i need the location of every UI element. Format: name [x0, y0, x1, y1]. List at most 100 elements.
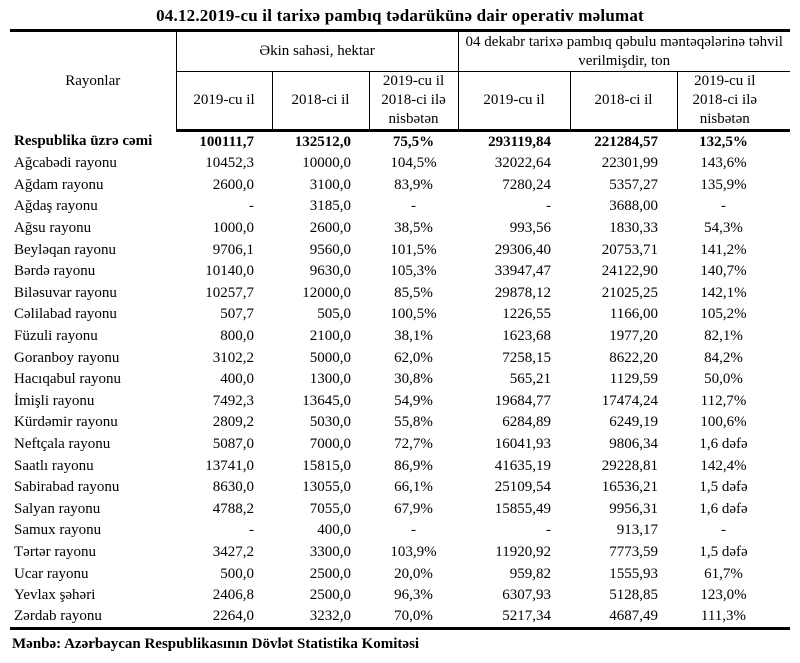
region-area-2019: 10140,0: [205, 263, 254, 280]
region-deliv-2018: 24122,90: [601, 263, 658, 280]
region-area-2019: 10257,7: [205, 284, 254, 301]
region-area-2019: 507,7: [220, 306, 254, 323]
region-row: Cəlilabad rayonu 507,7 505,0 100,5% 1226…: [10, 304, 790, 326]
region-area-ratio: 67,9%: [394, 500, 433, 517]
region-name: Saatlı rayonu: [14, 457, 94, 474]
region-area-2019: -: [249, 198, 254, 215]
region-deliv-2019: 7280,24: [502, 176, 551, 193]
region-deliv-2018: 9956,31: [609, 500, 658, 517]
total-area-2018: 132512,0: [294, 134, 351, 150]
region-area-ratio: 70,0%: [394, 608, 433, 625]
region-deliv-2018: 22301,99: [601, 155, 658, 172]
region-area-2018: 10000,0: [302, 155, 351, 172]
region-deliv-2018: 1555,93: [609, 565, 658, 582]
region-area-ratio: -: [411, 198, 416, 215]
region-deliv-ratio: 140,7%: [700, 263, 747, 280]
region-row: Beyləqan rayonu 9706,1 9560,0 101,5% 293…: [10, 239, 790, 261]
report-title: 04.12.2019-cu il tarixə pambıq tədarükün…: [156, 6, 644, 25]
region-deliv-ratio: 54,3%: [704, 220, 743, 237]
region-area-ratio: 54,9%: [394, 392, 433, 409]
region-deliv-2018: 3688,00: [609, 198, 658, 215]
region-area-2019: 10452,3: [205, 155, 254, 172]
region-deliv-2019: 11920,92: [495, 543, 551, 560]
region-row: Samux rayonu - 400,0 - - 913,17 -: [10, 520, 790, 542]
region-deliv-ratio: 143,6%: [700, 155, 747, 172]
region-area-ratio: 96,3%: [394, 587, 433, 604]
region-area-2018: 2100,0: [309, 328, 351, 345]
region-row: Salyan rayonu 4788,2 7055,0 67,9% 15855,…: [10, 499, 790, 521]
table-header: Rayonlar Əkin sahəsi, hektar 04 dekabr t…: [10, 30, 790, 132]
region-area-2018: 3100,0: [309, 176, 351, 193]
region-area-2018: 9630,0: [309, 263, 351, 280]
region-deliv-2018: 913,17: [616, 522, 658, 539]
region-area-2018: 3185,0: [309, 198, 351, 215]
cotton-procurement-table: Rayonlar Əkin sahəsi, hektar 04 dekabr t…: [10, 29, 790, 631]
region-name: Ağdam rayonu: [14, 176, 104, 193]
column-header-area-2019: 2019-cu il: [176, 71, 273, 132]
region-row: İmişli rayonu 7492,3 13645,0 54,9% 19684…: [10, 391, 790, 413]
region-name: Tərtər rayonu: [14, 543, 97, 560]
region-area-2018: 2600,0: [309, 220, 351, 237]
region-deliv-ratio: 123,0%: [700, 587, 747, 604]
region-deliv-2018: 8622,20: [609, 349, 658, 366]
region-area-2019: 2600,0: [212, 176, 254, 193]
region-deliv-ratio: 1,6 dəfə: [699, 500, 748, 517]
column-header-area-2018: 2018-ci il: [272, 71, 370, 132]
region-row: Bərdə rayonu 10140,0 9630,0 105,3% 33947…: [10, 261, 790, 283]
region-deliv-2019: 41635,19: [494, 457, 551, 474]
region-area-2019: 5087,0: [212, 436, 254, 453]
region-row: Ağdaş rayonu - 3185,0 - - 3688,00 -: [10, 196, 790, 218]
region-name: Kürdəmir rayonu: [14, 414, 118, 431]
region-area-2018: 2500,0: [309, 587, 351, 604]
region-deliv-2019: 7258,15: [502, 349, 551, 366]
region-area-2018: 15815,0: [302, 457, 351, 474]
total-area-ratio: 75,5%: [392, 134, 435, 150]
region-deliv-2018: 1129,59: [609, 371, 658, 388]
region-deliv-2019: 19684,77: [494, 392, 551, 409]
total-deliv-ratio: 132,5%: [699, 134, 748, 150]
region-deliv-ratio: 1,6 dəfə: [699, 436, 748, 453]
region-area-2019: 2264,0: [212, 608, 254, 625]
region-deliv-2019: 33947,47: [494, 263, 551, 280]
region-area-ratio: 55,8%: [394, 414, 433, 431]
region-area-ratio: 38,1%: [394, 328, 433, 345]
region-deliv-ratio: 142,1%: [700, 284, 747, 301]
region-row: Sabirabad rayonu 8630,0 13055,0 66,1% 25…: [10, 477, 790, 499]
region-area-ratio: 30,8%: [394, 371, 433, 388]
region-deliv-ratio: 141,2%: [700, 241, 747, 258]
region-deliv-ratio: -: [721, 522, 726, 539]
region-area-ratio: 103,9%: [390, 543, 437, 560]
region-deliv-2018: 5128,85: [609, 587, 658, 604]
total-deliv-2018: 221284,57: [594, 134, 658, 150]
region-deliv-2019: 29306,40: [494, 241, 551, 258]
region-deliv-2019: 15855,49: [494, 500, 551, 517]
region-row: Ağsu rayonu 1000,0 2600,0 38,5% 993,56 1…: [10, 218, 790, 240]
region-area-ratio: 104,5%: [390, 155, 437, 172]
region-deliv-2019: 16041,93: [494, 436, 551, 453]
region-area-2018: 400,0: [317, 522, 351, 539]
region-name: Cəlilabad rayonu: [14, 306, 117, 323]
region-area-2019: 1000,0: [212, 220, 254, 237]
region-deliv-2018: 21025,25: [601, 284, 658, 301]
region-deliv-ratio: 1,5 dəfə: [699, 543, 748, 560]
region-area-2018: 505,0: [317, 306, 351, 323]
column-group-sown-area: Əkin sahəsi, hektar: [176, 30, 459, 72]
region-area-2018: 5030,0: [309, 414, 351, 431]
region-area-ratio: 66,1%: [394, 479, 433, 496]
region-deliv-ratio: 100,6%: [700, 414, 747, 431]
region-deliv-2019: -: [546, 522, 551, 539]
region-area-2018: 13645,0: [302, 392, 351, 409]
region-name: Ağcabədi rayonu: [14, 155, 117, 172]
region-area-ratio: 83,9%: [394, 176, 433, 193]
region-deliv-ratio: 82,1%: [704, 328, 743, 345]
region-deliv-ratio: 135,9%: [700, 176, 747, 193]
region-area-2018: 13055,0: [302, 479, 351, 496]
region-row: Goranboy rayonu 3102,2 5000,0 62,0% 7258…: [10, 347, 790, 369]
region-area-2019: 7492,3: [212, 392, 254, 409]
region-deliv-2019: 6307,93: [502, 587, 551, 604]
region-name: Yevlax şəhəri: [14, 587, 96, 604]
region-row: Biləsuvar rayonu 10257,7 12000,0 85,5% 2…: [10, 283, 790, 305]
region-deliv-2019: 565,21: [509, 371, 551, 388]
region-deliv-ratio: 105,2%: [700, 306, 747, 323]
